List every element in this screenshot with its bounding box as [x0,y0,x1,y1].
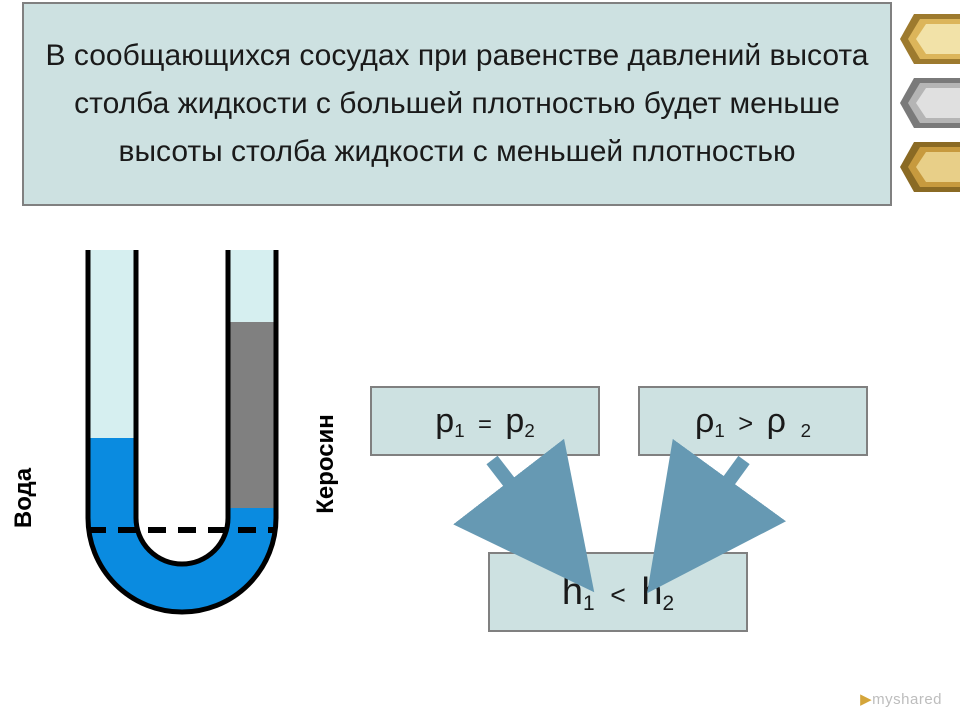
arrow-left [0,0,960,720]
watermark: ▶myshared [860,690,942,708]
